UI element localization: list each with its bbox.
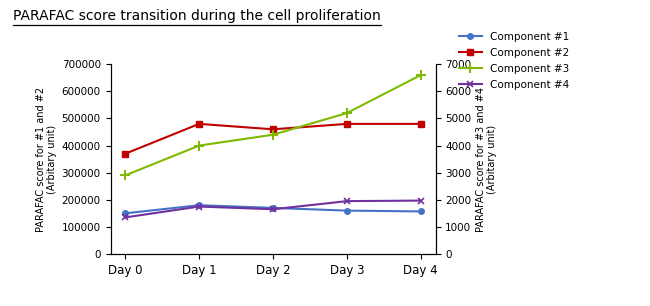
Component #2 [417, 122, 424, 126]
Component #3 [417, 73, 424, 77]
Component #1 [122, 211, 129, 215]
Component #4 [343, 199, 351, 203]
Component #2 [195, 122, 203, 126]
Component #1 [417, 210, 424, 213]
Component #4 [417, 199, 424, 203]
Component #1 [195, 203, 203, 207]
Line: Component #3: Component #3 [120, 70, 426, 180]
Y-axis label: PARAFAC score for #3 and #4
(Arbitary unit): PARAFAC score for #3 and #4 (Arbitary un… [476, 87, 497, 232]
Text: PARAFAC score transition during the cell proliferation: PARAFAC score transition during the cell… [13, 9, 381, 23]
Component #2 [343, 122, 351, 126]
Component #1 [269, 206, 277, 210]
Line: Component #1: Component #1 [122, 202, 424, 216]
Component #4 [122, 215, 129, 219]
Line: Component #2: Component #2 [122, 121, 424, 156]
Component #3 [269, 133, 277, 136]
Component #3 [122, 174, 129, 177]
Component #3 [195, 144, 203, 147]
Component #3 [343, 111, 351, 115]
Component #1 [343, 209, 351, 212]
Component #2 [122, 152, 129, 155]
Line: Component #4: Component #4 [122, 197, 424, 221]
Component #2 [269, 128, 277, 131]
Y-axis label: PARAFAC score for #1 and #2
(Arbitary unit): PARAFAC score for #1 and #2 (Arbitary un… [36, 87, 57, 232]
Legend: Component #1, Component #2, Component #3, Component #4: Component #1, Component #2, Component #3… [457, 30, 571, 92]
Component #4 [195, 205, 203, 208]
Component #4 [269, 207, 277, 211]
